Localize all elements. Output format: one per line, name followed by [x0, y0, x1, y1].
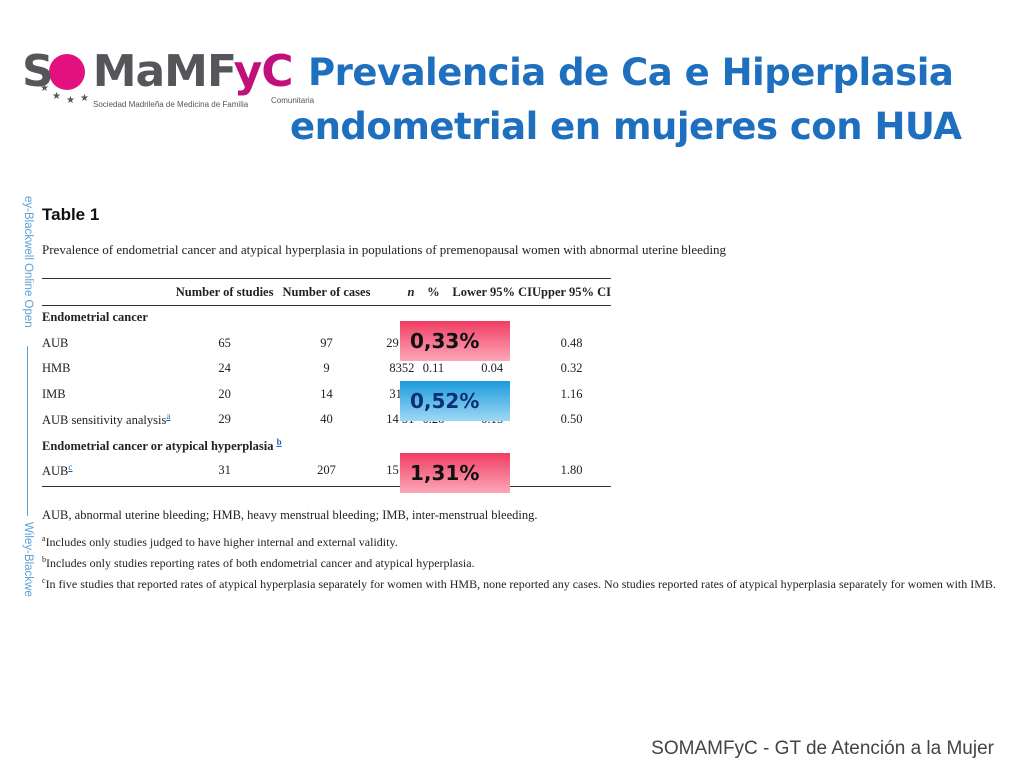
cell-pct: 0.11 [422, 361, 445, 376]
row-label: AUB sensitivity analysisa [42, 407, 170, 433]
watermark-top-text: ey-Blackwell Online Open [22, 196, 34, 328]
footnote-c-text: In five studies that reported rates of a… [45, 577, 996, 591]
table-row: HMB 24 9 8352 0.11 0.04 0.32 [42, 356, 611, 382]
star-icon: ★ [66, 95, 75, 106]
section-label-text: Endometrial cancer or atypical hyperplas… [42, 438, 274, 453]
footnote-mark-c: c [42, 576, 46, 585]
highlight-box-aub: 0,33% [400, 321, 510, 361]
cell-n: 8352 [389, 361, 415, 376]
star-icon: ★ [40, 83, 49, 94]
table-row: AUBc 31 207 15 77 1.80 [42, 458, 611, 484]
watermark-line [27, 346, 28, 516]
row-label: IMB [42, 386, 66, 401]
slide-footer: SOMAMFyC - GT de Atención a la Mujer [651, 738, 994, 759]
footnote-a: aIncludes only studies judged to have hi… [42, 530, 1012, 551]
row-label-text: AUB sensitivity analysis [42, 413, 167, 428]
footnote-link-a[interactable]: a [166, 411, 171, 422]
section-label: Endometrial cancer or atypical hyperplas… [42, 433, 611, 459]
footnote-b: bIncludes only studies reporting rates o… [42, 551, 1012, 572]
table-row: AUB 65 97 29 05 0.48 [42, 331, 611, 357]
column-header: n [407, 284, 415, 299]
cell-studies: 65 [218, 335, 231, 350]
footnote-link-b[interactable]: b [276, 436, 282, 447]
cell-upper-ci: 1.80 [560, 463, 583, 478]
logo-subtitle: Sociedad Madrileña de Medicina de Famili… [93, 100, 249, 109]
table-row: AUB sensitivity analysisa 29 40 14 51 0.… [42, 407, 611, 433]
row-label: AUB [42, 335, 69, 350]
somamfyc-logo: ★ ★ ★ ★ S MaMFyC Sociedad Madrileña de Me… [22, 44, 314, 116]
cell-cases: 9 [323, 361, 330, 376]
footnote-mark-a: a [42, 534, 46, 543]
footnote-b-text: Includes only studies reporting rates of… [46, 556, 475, 570]
table-top-rule [42, 278, 611, 279]
watermark-bottom-text: Wiley-Blackwe [22, 522, 34, 597]
table-notes: AUB, abnormal uterine bleeding; HMB, hea… [42, 506, 1012, 593]
star-icon: ★ [52, 91, 61, 102]
cell-studies: 29 [218, 412, 231, 427]
cell-cases: 40 [320, 412, 333, 427]
cell-upper-ci: 0.50 [560, 412, 583, 427]
highlight-box-imb: 0,52% [400, 381, 510, 421]
slide-title-line1: Prevalencia de Ca e Hiperplasia [308, 51, 954, 94]
table-header-rule [42, 305, 611, 306]
cell-studies: 31 [218, 463, 231, 478]
table-row: IMB 20 14 3109 1.16 [42, 382, 611, 408]
cell-studies: 24 [218, 361, 231, 376]
cell-lower-ci: 0.04 [481, 361, 504, 376]
footnote-mark-b: b [42, 555, 46, 564]
abbreviations-note: AUB, abnormal uterine bleeding; HMB, hea… [42, 508, 538, 522]
slide-title: Prevalencia de Ca e Hiperplasia endometr… [290, 46, 962, 154]
logo-subtitle-2: Comunitaria [271, 96, 315, 105]
cell-studies: 20 [218, 386, 231, 401]
table-bottom-rule [42, 486, 611, 487]
logo-wordmark: S MaMFyC [22, 46, 294, 97]
table-heading: Table 1 [42, 205, 100, 224]
cell-cases: 207 [317, 463, 336, 478]
cell-cases: 14 [320, 386, 333, 401]
row-label: HMB [42, 361, 71, 376]
column-header [42, 279, 170, 305]
cell-upper-ci: 0.48 [560, 335, 583, 350]
footnote-c: cIn five studies that reported rates of … [42, 572, 1012, 593]
row-label: AUBc [42, 458, 170, 484]
section-label: Endometrial cancer [42, 310, 148, 325]
cell-cases: 97 [320, 335, 333, 350]
column-header: Lower 95% CI [452, 284, 533, 299]
highlight-box-aub-hyperplasia: 1,31% [400, 453, 510, 493]
row-label-text: AUB [42, 464, 69, 479]
section-row: Endometrial cancer or atypical hyperplas… [42, 433, 611, 459]
column-header: Upper 95% CI [532, 284, 611, 299]
table-caption: Prevalence of endometrial cancer and aty… [42, 242, 727, 257]
star-icon: ★ [80, 93, 89, 104]
column-header: Number of studies [175, 284, 274, 299]
footnote-link-c[interactable]: c [68, 462, 73, 473]
prevalence-table: Number of studies Number of cases n % Lo… [42, 279, 611, 484]
publisher-watermark: ey-Blackwell Online Open Wiley-Blackwe [20, 196, 36, 608]
column-header: Number of cases [282, 284, 371, 299]
column-header: % [427, 284, 440, 299]
slide-title-line2: endometrial en mujeres con HUA [290, 105, 962, 148]
cell-upper-ci: 1.16 [560, 386, 583, 401]
footnote-a-text: Includes only studies judged to have hig… [45, 535, 398, 549]
cell-upper-ci: 0.32 [560, 361, 583, 376]
logo-circle-icon [49, 54, 85, 90]
table-header-row: Number of studies Number of cases n % Lo… [42, 279, 611, 305]
section-row: Endometrial cancer [42, 305, 611, 331]
